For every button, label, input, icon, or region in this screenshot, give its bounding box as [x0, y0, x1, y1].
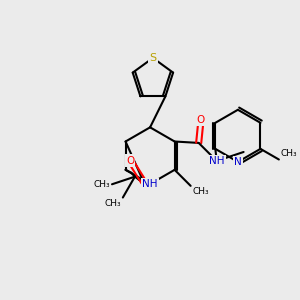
Text: CH₃: CH₃	[280, 149, 297, 158]
Text: CH₃: CH₃	[192, 187, 209, 196]
Text: NH: NH	[142, 179, 158, 189]
Text: CH₃: CH₃	[105, 199, 122, 208]
Text: NH: NH	[209, 156, 224, 166]
Text: N: N	[234, 157, 242, 167]
Text: CH₃: CH₃	[94, 180, 111, 189]
Text: O: O	[197, 115, 205, 125]
Text: O: O	[126, 155, 134, 166]
Text: S: S	[149, 53, 157, 63]
